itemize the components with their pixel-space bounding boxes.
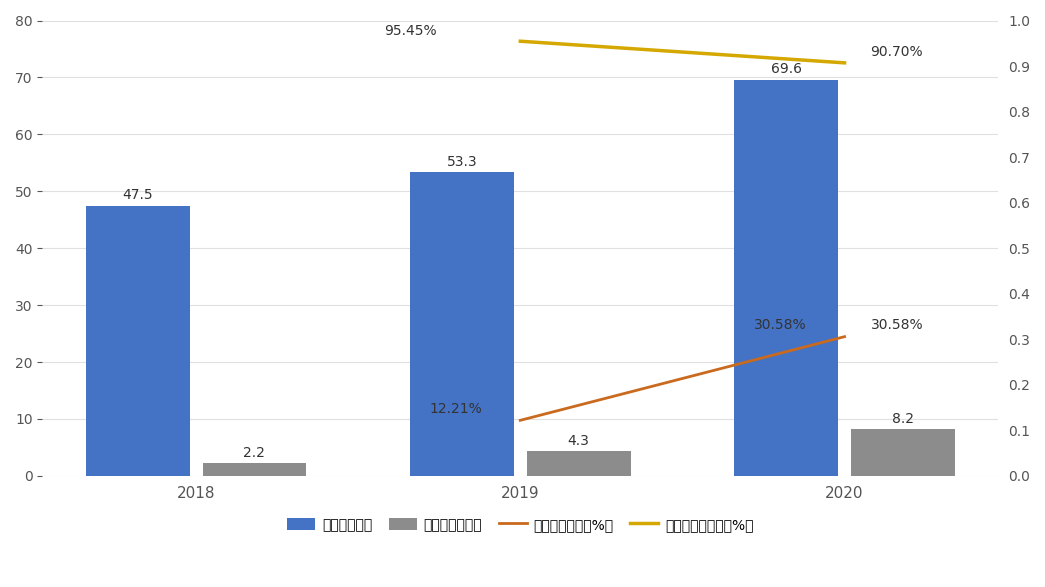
Text: 69.6: 69.6 bbox=[771, 62, 802, 76]
Text: 95.45%: 95.45% bbox=[385, 23, 437, 38]
净利润同比增长（%） bbox=[514, 38, 527, 45]
Line: 净利润同比增长（%）: 净利润同比增长（%） bbox=[520, 41, 844, 63]
Legend: 收入（亿元）, 净利润（亿元）, 收入同比增长（%）, 净利润同比增长（%）: 收入（亿元）, 净利润（亿元）, 收入同比增长（%）, 净利润同比增长（%） bbox=[281, 512, 759, 537]
Bar bbox=[735, 80, 838, 476]
Bar bbox=[410, 173, 514, 476]
Bar bbox=[86, 205, 189, 476]
Bar bbox=[851, 429, 955, 476]
净利润同比增长（%） bbox=[838, 59, 851, 66]
Line: 收入同比增长（%）: 收入同比增长（%） bbox=[520, 337, 844, 420]
Text: 2.2: 2.2 bbox=[243, 446, 265, 460]
Text: 30.58%: 30.58% bbox=[870, 318, 923, 332]
Text: 4.3: 4.3 bbox=[567, 434, 589, 448]
Text: 12.21%: 12.21% bbox=[429, 402, 483, 416]
收入同比增长（%） bbox=[838, 333, 851, 340]
Text: 30.58%: 30.58% bbox=[753, 318, 807, 332]
Bar bbox=[203, 463, 306, 476]
Text: 47.5: 47.5 bbox=[122, 188, 153, 202]
Text: 90.70%: 90.70% bbox=[870, 45, 923, 59]
收入同比增长（%） bbox=[514, 417, 527, 424]
Text: 53.3: 53.3 bbox=[446, 155, 478, 169]
Text: 8.2: 8.2 bbox=[892, 412, 914, 426]
Bar bbox=[527, 451, 630, 476]
